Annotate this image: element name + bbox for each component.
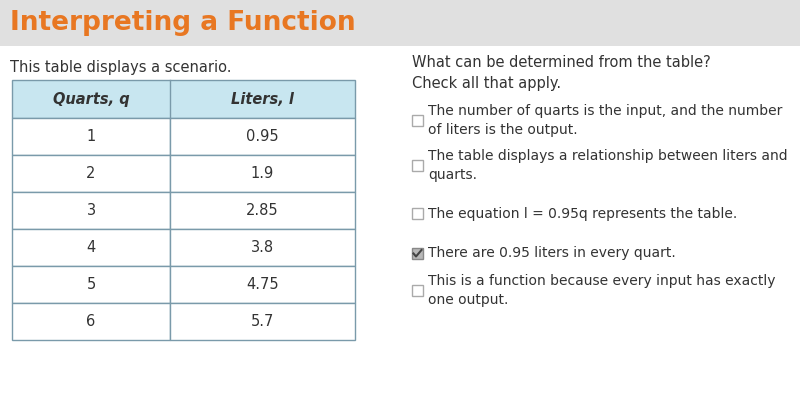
Text: This is a function because every input has exactly
one output.: This is a function because every input h… <box>428 274 775 307</box>
Text: 1.9: 1.9 <box>251 166 274 181</box>
Text: What can be determined from the table?
Check all that apply.: What can be determined from the table? C… <box>412 55 710 91</box>
Text: 6: 6 <box>86 314 96 329</box>
Bar <box>12 80 355 118</box>
Text: 0.95: 0.95 <box>246 129 279 144</box>
Bar <box>412 248 423 259</box>
Bar <box>12 229 170 266</box>
Text: 5: 5 <box>86 277 96 292</box>
Text: 2.85: 2.85 <box>246 203 279 218</box>
Bar <box>412 115 423 126</box>
Bar <box>0 0 800 46</box>
Bar <box>12 155 170 192</box>
Text: The table displays a relationship between liters and
quarts.: The table displays a relationship betwee… <box>428 149 788 182</box>
Bar <box>170 229 355 266</box>
Text: 5.7: 5.7 <box>251 314 274 329</box>
Text: There are 0.95 liters in every quart.: There are 0.95 liters in every quart. <box>428 247 676 260</box>
Text: 3.8: 3.8 <box>251 240 274 255</box>
Text: 1: 1 <box>86 129 96 144</box>
Text: 4: 4 <box>86 240 96 255</box>
Text: The number of quarts is the input, and the number
of liters is the output.: The number of quarts is the input, and t… <box>428 104 782 137</box>
Text: 2: 2 <box>86 166 96 181</box>
Text: 4.75: 4.75 <box>246 277 279 292</box>
Bar <box>170 192 355 229</box>
Bar <box>12 118 170 155</box>
Text: Interpreting a Function: Interpreting a Function <box>10 10 356 36</box>
Bar <box>170 303 355 340</box>
Bar <box>12 266 170 303</box>
Bar <box>412 160 423 171</box>
Bar <box>412 285 423 296</box>
Text: This table displays a scenario.: This table displays a scenario. <box>10 60 231 75</box>
Text: Liters, l: Liters, l <box>231 91 294 106</box>
Bar <box>170 266 355 303</box>
Bar <box>12 192 170 229</box>
Bar <box>170 155 355 192</box>
Text: 3: 3 <box>86 203 95 218</box>
Text: Quarts, q: Quarts, q <box>53 91 130 106</box>
Bar <box>170 118 355 155</box>
Bar <box>12 303 170 340</box>
Bar <box>412 208 423 219</box>
Text: The equation l = 0.95q represents the table.: The equation l = 0.95q represents the ta… <box>428 206 738 221</box>
